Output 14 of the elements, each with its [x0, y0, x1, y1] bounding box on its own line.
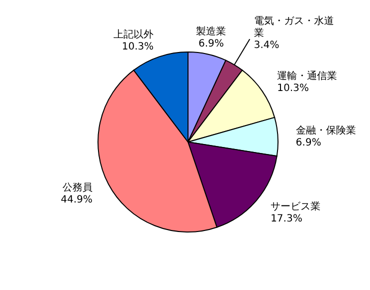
slice-label: 公務員 — [62, 182, 93, 194]
data-label: 6.9% — [296, 138, 322, 149]
data-label: 10.3% — [122, 42, 154, 53]
data-label: 10.3% — [277, 83, 309, 94]
slice-label: 製造業 — [196, 26, 226, 38]
slice-label: 運輸・通信業 — [277, 70, 338, 82]
slice-label: 金融・保険業 — [296, 124, 356, 137]
data-label: 17.3% — [270, 214, 302, 225]
slice-label: サービス業 — [270, 200, 321, 213]
slice-label: 電気・ガス・水道業 — [254, 15, 334, 40]
data-label: 3.4% — [254, 40, 280, 52]
slice-label: 上記以外 — [114, 28, 154, 41]
data-label: 44.9% — [60, 194, 93, 206]
data-label: 6.9% — [198, 38, 224, 50]
